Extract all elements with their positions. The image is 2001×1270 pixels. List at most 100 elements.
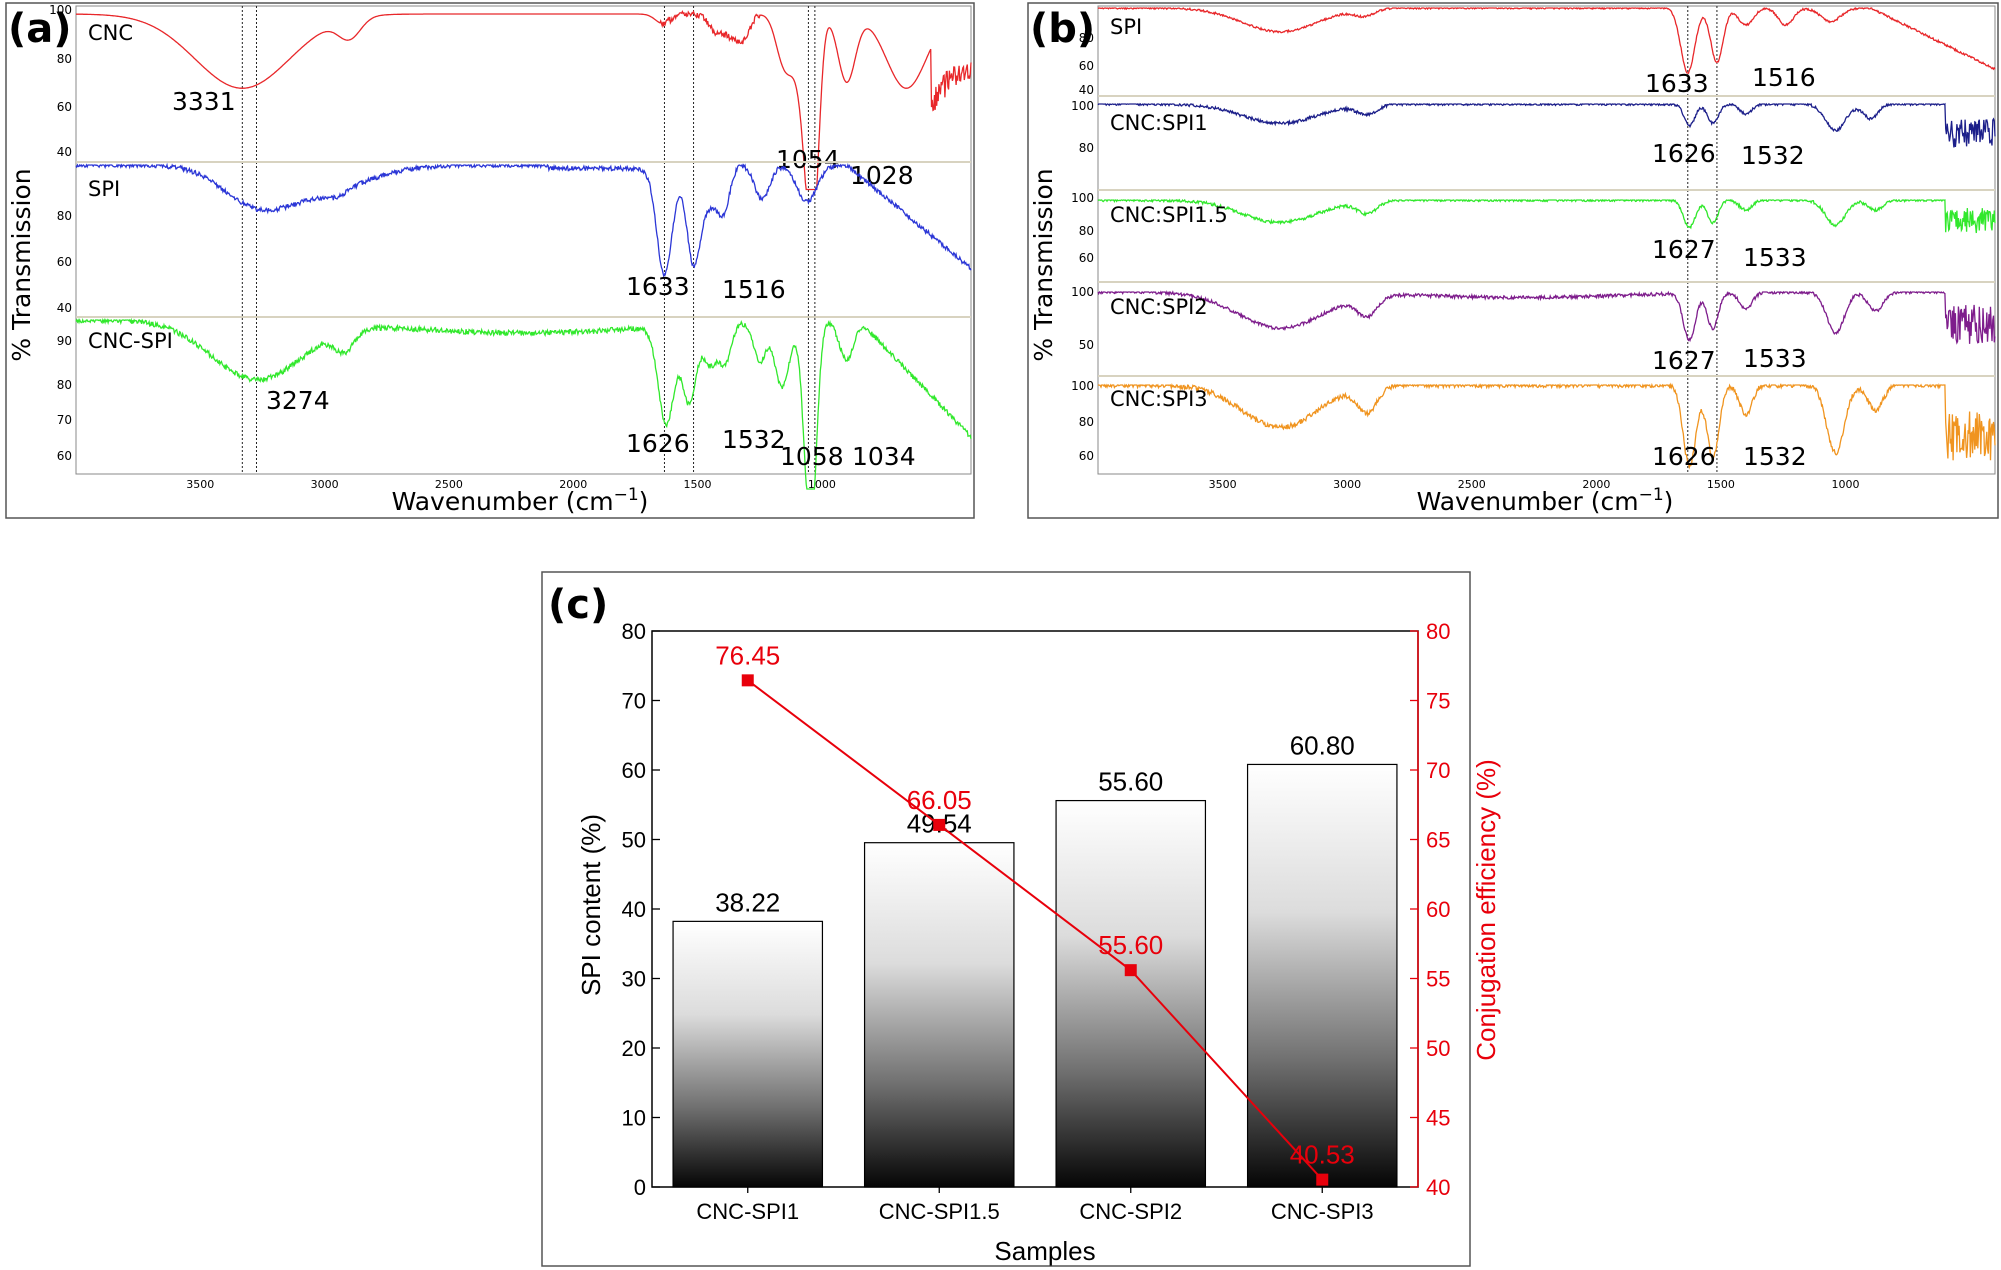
bar-cnc-spi3 xyxy=(1246,763,1398,1188)
y2-tick-65: 65 xyxy=(1426,828,1450,853)
y2-tick-50: 50 xyxy=(1426,1036,1450,1061)
y2-tick-45: 45 xyxy=(1426,1106,1450,1131)
panel-c-y-axis-title: SPI content (%) xyxy=(576,814,606,996)
y-tick-40: 40 xyxy=(57,145,72,159)
bar-value-label: 60.80 xyxy=(1290,730,1355,760)
x-tick-3500: 3500 xyxy=(1209,478,1237,491)
peak-label-1516: 1516 xyxy=(1752,63,1816,92)
y-tick-40: 40 xyxy=(57,301,72,315)
bar-cnc-spi1 xyxy=(672,920,824,1188)
x-tick-2500: 2500 xyxy=(435,478,463,491)
y-tick-80: 80 xyxy=(57,209,72,223)
y-tick-60: 60 xyxy=(1079,449,1094,463)
peak-label-3274: 3274 xyxy=(266,386,330,415)
x-tick-1000: 1000 xyxy=(1832,478,1860,491)
peak-label-1532: 1532 xyxy=(722,425,786,454)
y-tick-90: 90 xyxy=(57,334,72,348)
y-tick-80: 80 xyxy=(57,52,72,66)
series-label-cnc-spi: CNC-SPI xyxy=(88,329,173,353)
spectrum-cnc-spi2 xyxy=(1097,290,1996,345)
line-value-label: 40.53 xyxy=(1290,1140,1355,1170)
peak-label-1627: 1627 xyxy=(1652,346,1716,375)
spectrum-cnc-spi3 xyxy=(1098,382,1996,470)
x-tick-cnc-spi1: CNC-SPI1 xyxy=(696,1199,799,1224)
x-tick-2000: 2000 xyxy=(1582,478,1610,491)
x-tick-2500: 2500 xyxy=(1458,478,1486,491)
panel-b-x-axis-title: Wavenumber (cm−1) xyxy=(1417,485,1674,516)
line-point xyxy=(1316,1173,1329,1186)
line-point xyxy=(933,818,946,831)
panel-a-x-axis-title: Wavenumber (cm−1) xyxy=(392,485,649,516)
y-tick-60: 60 xyxy=(622,758,646,783)
x-tick-1500: 1500 xyxy=(684,478,712,491)
peak-label-1626: 1626 xyxy=(1652,139,1716,168)
series-label-spi: SPI xyxy=(88,177,120,201)
x-title-main: Wavenumber (cm xyxy=(392,487,614,516)
series-label-spi: SPI xyxy=(1110,15,1142,39)
peak-label-1633: 1633 xyxy=(1645,69,1709,98)
y-tick-100: 100 xyxy=(1071,99,1094,113)
peak-label-1516: 1516 xyxy=(722,275,786,304)
y-tick-0: 0 xyxy=(634,1175,646,1200)
y2-tick-70: 70 xyxy=(1426,758,1450,783)
y-tick-60: 60 xyxy=(1079,59,1094,73)
y-tick-80: 80 xyxy=(1079,141,1094,155)
x-tick-cnc-spi3: CNC-SPI3 xyxy=(1271,1199,1374,1224)
y-tick-50: 50 xyxy=(1079,338,1094,352)
spectrum-cnc-spi1 xyxy=(1097,102,1996,148)
line-point xyxy=(1124,964,1137,977)
panel-b-plot-area xyxy=(1097,5,1996,475)
series-label-cnc-spi3: CNC:SPI3 xyxy=(1110,387,1208,411)
series-label-cnc: CNC xyxy=(88,21,133,45)
spectrum-cnc xyxy=(76,9,972,191)
y-tick-70: 70 xyxy=(57,413,72,427)
y-tick-20: 20 xyxy=(622,1036,646,1061)
y-tick-80: 80 xyxy=(1079,415,1094,429)
panel-c-chart: 0 10 20 30 40 50 60 70 80 40 45 50 55 60 65 70 75 80 38.22… xyxy=(622,619,1451,1224)
y-tick-100: 100 xyxy=(1071,285,1094,299)
y-tick-10: 10 xyxy=(622,1106,646,1131)
x-tick-cnc-spi1-5: CNC-SPI1.5 xyxy=(879,1199,1000,1224)
x-tick-cnc-spi2: CNC-SPI2 xyxy=(1079,1199,1182,1224)
x-tick-3000: 3000 xyxy=(311,478,339,491)
x-title-close: ) xyxy=(639,487,649,516)
panel-b: (b) % Transmission Wavenumber (cm−1) xyxy=(1027,2,1999,519)
peak-label-1633: 1633 xyxy=(626,272,690,301)
panel-a-y-axis-title: % Transmission xyxy=(7,168,36,361)
y2-tick-55: 55 xyxy=(1426,967,1450,992)
peak-label-1533: 1533 xyxy=(1743,243,1807,272)
spectrum-spi xyxy=(1097,6,1996,75)
y-tick-80: 80 xyxy=(1079,224,1094,238)
y-tick-100: 100 xyxy=(1071,191,1094,205)
peak-label-1034: 1034 xyxy=(852,442,916,471)
peak-label-1626: 1626 xyxy=(1652,442,1716,471)
bar-cnc-spi1-5 xyxy=(863,842,1015,1188)
spectrum-spi xyxy=(75,162,972,278)
conjugation-efficiency-line xyxy=(747,679,1323,1181)
y-tick-40: 40 xyxy=(622,897,646,922)
panel-a-label: (a) xyxy=(8,6,72,52)
peak-label-3331: 3331 xyxy=(172,87,236,116)
x-title-main: Wavenumber (cm xyxy=(1417,487,1639,516)
panel-b-y-axis-title: % Transmission xyxy=(1029,168,1058,361)
panel-b-label: (b) xyxy=(1030,6,1095,52)
panel-c-label: (c) xyxy=(548,582,608,628)
y-tick-80: 80 xyxy=(57,378,72,392)
y-tick-70: 70 xyxy=(622,689,646,714)
spectrum-cnc-spi xyxy=(75,317,972,490)
line-point xyxy=(741,674,754,687)
x-title-close: ) xyxy=(1664,487,1674,516)
y-tick-30: 30 xyxy=(622,967,646,992)
x-tick-1500: 1500 xyxy=(1707,478,1735,491)
peak-label-1533: 1533 xyxy=(1743,344,1807,373)
y2-tick-60: 60 xyxy=(1426,897,1450,922)
y-tick-60: 60 xyxy=(57,449,72,463)
panel-c-y2-axis-title: Conjugation efficiency (%) xyxy=(1471,759,1501,1061)
series-label-cnc-spi1-5: CNC:SPI1.5 xyxy=(1110,203,1228,227)
peak-label-1532: 1532 xyxy=(1743,442,1807,471)
y-tick-60: 60 xyxy=(57,255,72,269)
bar-cnc-spi2 xyxy=(1055,799,1207,1188)
bar-value-label: 38.22 xyxy=(715,887,780,917)
panel-a-plot-area xyxy=(75,5,972,475)
series-label-cnc-spi2: CNC:SPI2 xyxy=(1110,295,1208,319)
